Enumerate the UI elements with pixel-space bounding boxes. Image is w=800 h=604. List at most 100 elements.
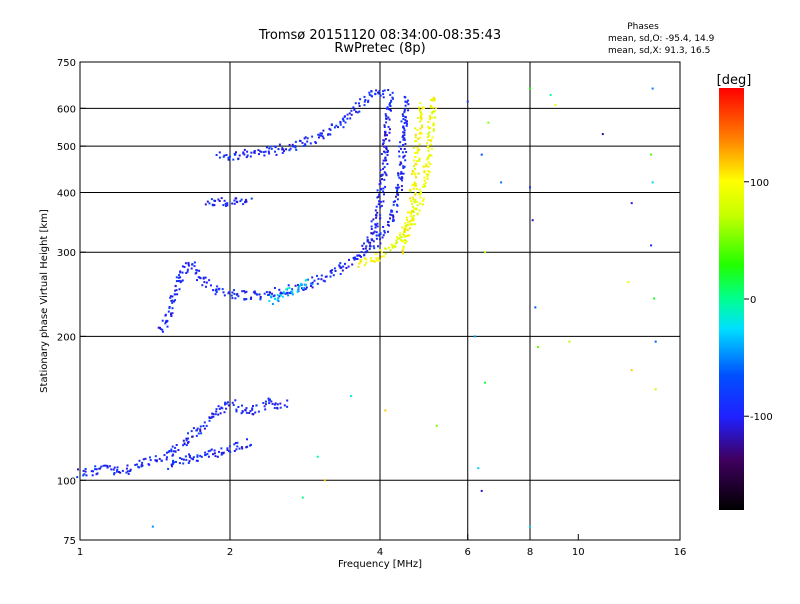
echo-point [383,150,385,153]
echo-point [302,144,305,147]
echo-point [401,188,403,191]
echo-point [365,258,368,261]
echo-point [429,116,432,119]
echo-point [246,438,248,441]
echo-point [413,211,415,214]
echo-point [379,206,382,209]
echo-point [252,405,254,407]
echo-point [414,182,417,185]
echo-point [363,257,366,260]
echo-point [427,146,430,149]
echo-point [217,198,220,201]
echo-point [245,198,247,201]
echo-point [257,149,260,152]
echo-point [172,459,175,462]
colorbar [719,88,744,510]
echo-point [245,407,248,410]
echo-point [173,461,175,464]
echo-point [420,112,423,115]
echo-point [262,151,265,154]
echo-point [402,167,405,169]
echo-point [383,229,386,232]
echo-point [188,456,191,459]
echo-point [382,142,385,145]
echo-point [233,450,236,452]
echo-point [197,432,200,435]
echo-point [245,290,248,293]
echo-point [175,444,178,446]
echo-point [375,257,378,260]
echo-point [406,229,409,232]
echo-point [411,205,414,208]
echo-point [311,135,314,138]
echo-point [175,460,177,463]
echo-point [272,295,275,298]
echo-point [252,413,255,416]
echo-point [178,279,181,282]
echo-point [319,132,322,135]
echo-point [258,293,261,296]
echo-point [208,279,211,282]
echo-point [418,209,421,212]
echo-point [344,121,347,124]
echo-point [484,381,487,384]
echo-point [94,465,97,468]
echo-point [375,234,378,237]
echo-point [213,452,216,455]
echo-point [183,266,186,268]
echo-point [427,165,430,168]
echo-point [255,404,258,407]
echo-point [419,131,422,134]
echo-point [341,269,344,272]
echo-point [401,249,404,252]
echo-point [249,410,252,413]
echo-point [94,468,96,471]
echo-point [223,411,226,414]
echo-point [407,221,410,224]
echo-point [187,440,190,443]
echo-point [358,105,361,107]
echo-point [430,98,433,101]
echo-point [397,238,400,240]
echo-point [213,204,216,207]
echo-point [416,146,419,149]
echo-point [401,135,404,138]
echo-point [416,213,419,216]
echo-point [399,161,402,164]
echo-point [407,99,409,102]
echo-point [243,153,246,156]
echo-point [286,399,289,402]
echo-point [170,463,173,466]
echo-point [76,476,79,479]
stats-title: Phases [627,22,659,32]
echo-point [382,190,385,193]
echo-point [431,116,434,119]
echo-point [391,220,394,222]
echo-point [220,197,223,200]
echo-point [100,465,103,468]
echo-point [244,409,247,412]
echo-point [379,232,382,235]
echo-point [347,265,350,268]
echo-point [365,250,367,253]
echo-point [359,98,362,101]
echo-point [154,459,157,462]
echo-point [104,464,107,467]
echo-point [355,110,357,113]
echo-point [292,145,295,148]
echo-point [208,416,211,419]
echo-point [129,468,132,471]
echo-point [192,427,195,430]
echo-point [204,451,207,454]
echo-point [369,241,372,244]
echo-point [271,303,274,305]
echo-point [188,453,190,456]
echo-point [384,172,387,175]
echo-point [359,254,361,257]
echo-point [229,450,232,453]
echo-point [77,468,79,471]
echo-point [382,234,385,237]
echo-point [400,162,403,165]
echo-point [378,200,380,203]
echo-point [222,204,225,207]
